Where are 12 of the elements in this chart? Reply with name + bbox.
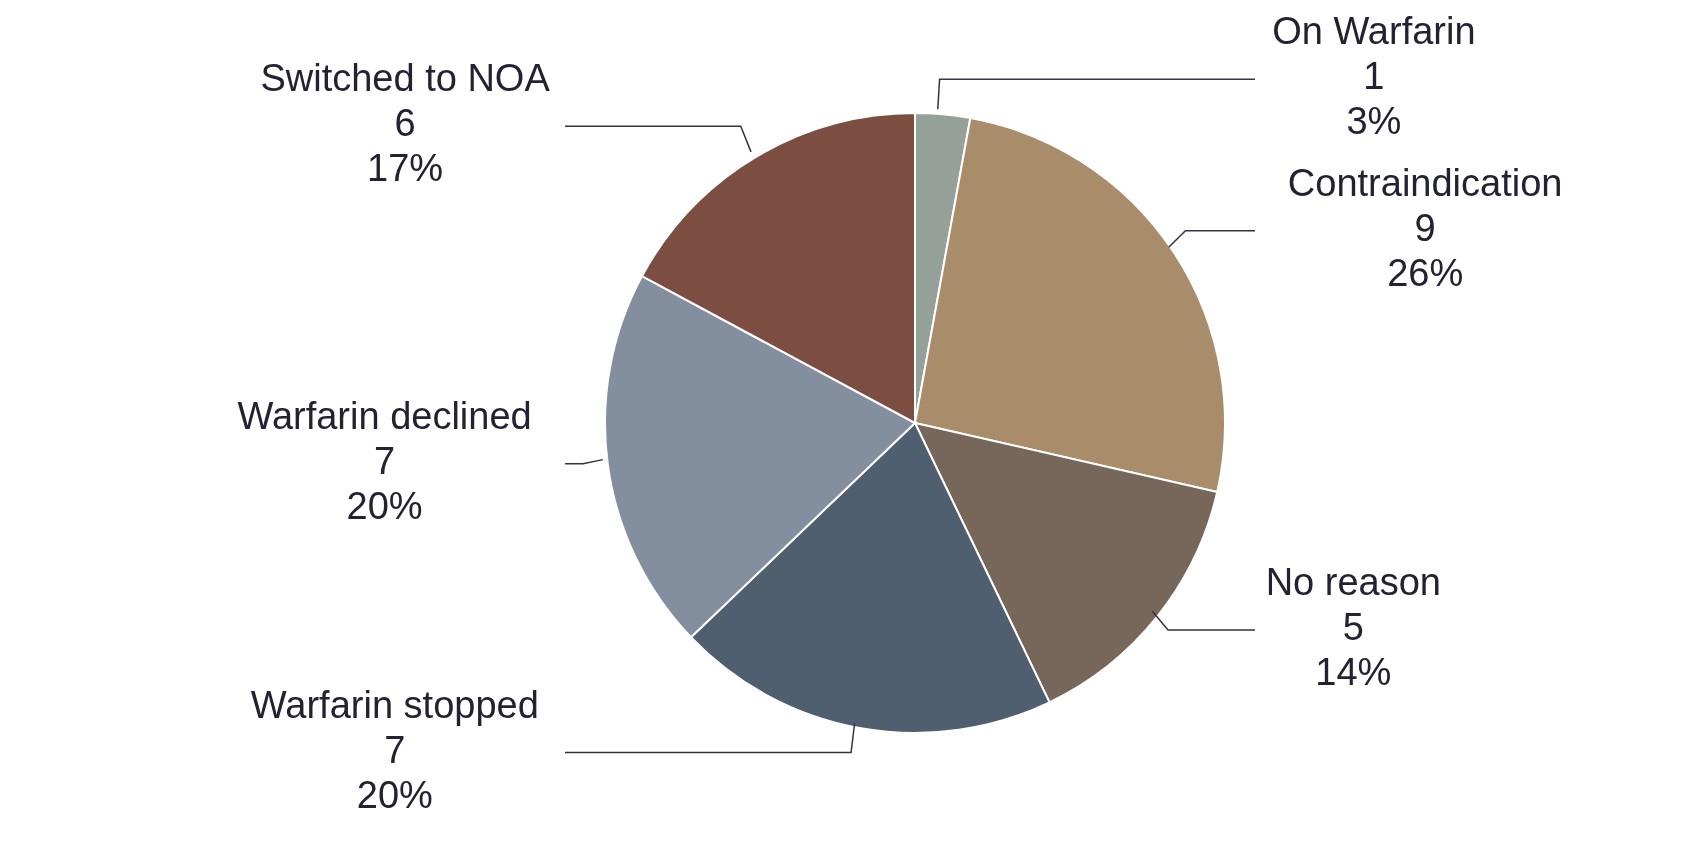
slice-label: Warfarin declined [237,394,532,437]
data-label: 7 20% [346,439,423,527]
slice-label: On Warfarin [1272,10,1476,53]
data-label: 9 26% [1387,206,1464,294]
data-label: 1 3% [1346,55,1402,143]
data-label: 7 20% [356,728,433,816]
slice-label: Contraindication [1287,161,1563,204]
data-label: 6 17% [367,102,444,190]
slice-label: Switched to NOA [260,57,551,100]
data-label: 5 14% [1315,606,1392,694]
slice-label: Warfarin stopped [250,683,539,726]
slice-label: No reason [1265,561,1441,604]
